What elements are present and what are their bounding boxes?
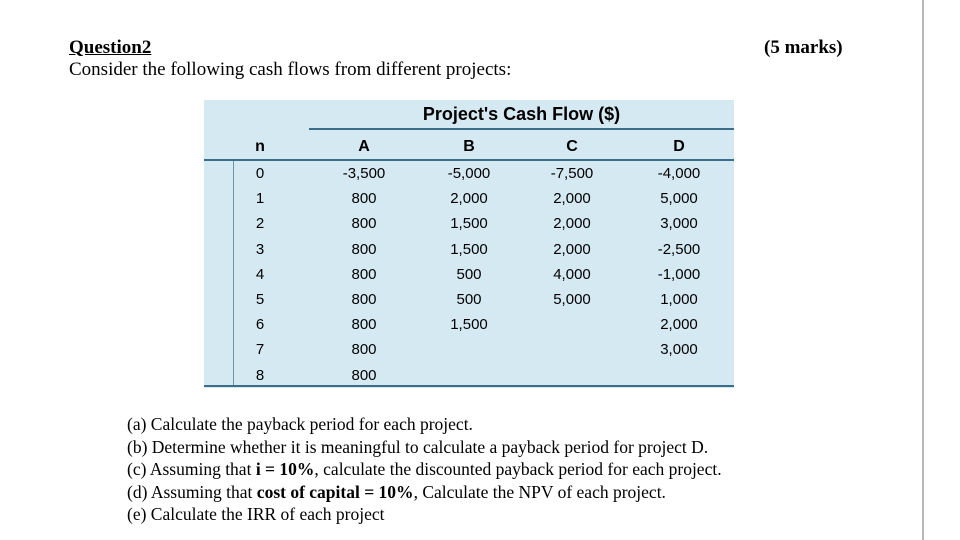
cell-n-row-1: 1 bbox=[255, 190, 265, 208]
cell-d-row-4: -1,000 bbox=[657, 265, 701, 283]
header-rule bbox=[204, 159, 734, 161]
cell-a-row-0: -3,500 bbox=[342, 165, 386, 182]
part-a: (a) Calculate the payback period for eac… bbox=[127, 414, 473, 434]
part-d-text-end: , Calculate the NPV of each project. bbox=[413, 481, 666, 502]
part-c-text: (c) Assuming that bbox=[127, 459, 256, 479]
table-title: Project's Cash Flow ($) bbox=[422, 104, 621, 124]
cash-flow-table: Project's Cash Flow ($) n A B C D 0 -3,50… bbox=[204, 100, 734, 388]
cell-a-row-2: 800 bbox=[351, 215, 377, 233]
cell-d-row-5: 1,000 bbox=[660, 291, 698, 308]
cell-n-row-7: 7 bbox=[255, 341, 265, 359]
part-d-rate: cost of capital = 10% bbox=[256, 481, 414, 502]
cell-c-row-2: 2,000 bbox=[553, 215, 591, 233]
cell-b-row-5: 500 bbox=[456, 291, 482, 308]
part-c: (c) Assuming that i = 10%, calculate the… bbox=[127, 458, 722, 481]
n-column-rule bbox=[233, 161, 234, 385]
cell-d-row-1: 5,000 bbox=[660, 190, 698, 208]
cell-n-row-6: 6 bbox=[255, 316, 265, 334]
cell-b-row-6: 1,500 bbox=[450, 316, 488, 334]
cell-d-row-7: 3,000 bbox=[660, 341, 698, 359]
cell-b-row-3: 1,500 bbox=[450, 240, 488, 258]
cell-d-row-3: -2,500 bbox=[657, 240, 701, 258]
part-d: (d) Assuming that cost of capital = 10%,… bbox=[127, 481, 722, 504]
cell-a-row-8: 800 bbox=[351, 366, 377, 384]
cell-d-row-0: -4,000 bbox=[657, 165, 701, 182]
cell-n-row-8: 8 bbox=[255, 366, 265, 384]
question-parts: (a) Calculate the payback period for eac… bbox=[127, 413, 722, 526]
header-b: B bbox=[463, 138, 475, 155]
part-c-rate: i = 10% bbox=[255, 459, 315, 479]
cell-a-row-1: 800 bbox=[351, 190, 377, 208]
part-b: (b) Determine whether it is meaningful t… bbox=[127, 436, 709, 457]
part-e: (e) Calculate the IRR of each project bbox=[127, 504, 385, 524]
cell-a-row-3: 800 bbox=[351, 240, 377, 258]
cell-b-row-0: -5,000 bbox=[447, 165, 491, 182]
cell-c-row-4: 4,000 bbox=[553, 265, 591, 283]
cell-n-row-2: 2 bbox=[255, 215, 265, 233]
cell-n-row-0: 0 bbox=[255, 165, 265, 182]
question-intro: Consider the following cash flows from d… bbox=[69, 59, 512, 80]
cell-d-row-2: 3,000 bbox=[660, 215, 698, 233]
question-title: Question2 bbox=[69, 37, 152, 58]
question-marks: (5 marks) bbox=[764, 37, 843, 58]
title-rule bbox=[309, 128, 734, 130]
cell-b-row-2: 1,500 bbox=[450, 215, 488, 233]
cell-n-row-5: 5 bbox=[255, 291, 265, 308]
cell-b-row-1: 2,000 bbox=[450, 190, 488, 208]
cell-d-row-6: 2,000 bbox=[660, 316, 698, 334]
cell-a-row-6: 800 bbox=[351, 316, 377, 334]
cell-c-row-5: 5,000 bbox=[553, 291, 591, 308]
bottom-rule bbox=[204, 385, 734, 387]
cell-c-row-3: 2,000 bbox=[553, 240, 591, 258]
cell-a-row-5: 800 bbox=[351, 291, 377, 308]
part-d-text: (d) Assuming that bbox=[127, 481, 257, 502]
cell-b-row-4: 500 bbox=[456, 265, 482, 283]
header-c: C bbox=[566, 138, 578, 155]
cell-a-row-4: 800 bbox=[351, 265, 377, 283]
part-c-text-end: , calculate the discounted payback perio… bbox=[314, 459, 722, 479]
header-a: A bbox=[358, 138, 370, 155]
cell-n-row-4: 4 bbox=[255, 265, 265, 283]
cell-c-row-0: -7,500 bbox=[550, 165, 594, 182]
header-n: n bbox=[255, 138, 265, 155]
header-d: D bbox=[673, 138, 685, 155]
cell-n-row-3: 3 bbox=[255, 240, 265, 258]
cell-c-row-1: 2,000 bbox=[553, 190, 591, 208]
page-edge-rule bbox=[922, 0, 924, 540]
cell-a-row-7: 800 bbox=[351, 341, 377, 359]
